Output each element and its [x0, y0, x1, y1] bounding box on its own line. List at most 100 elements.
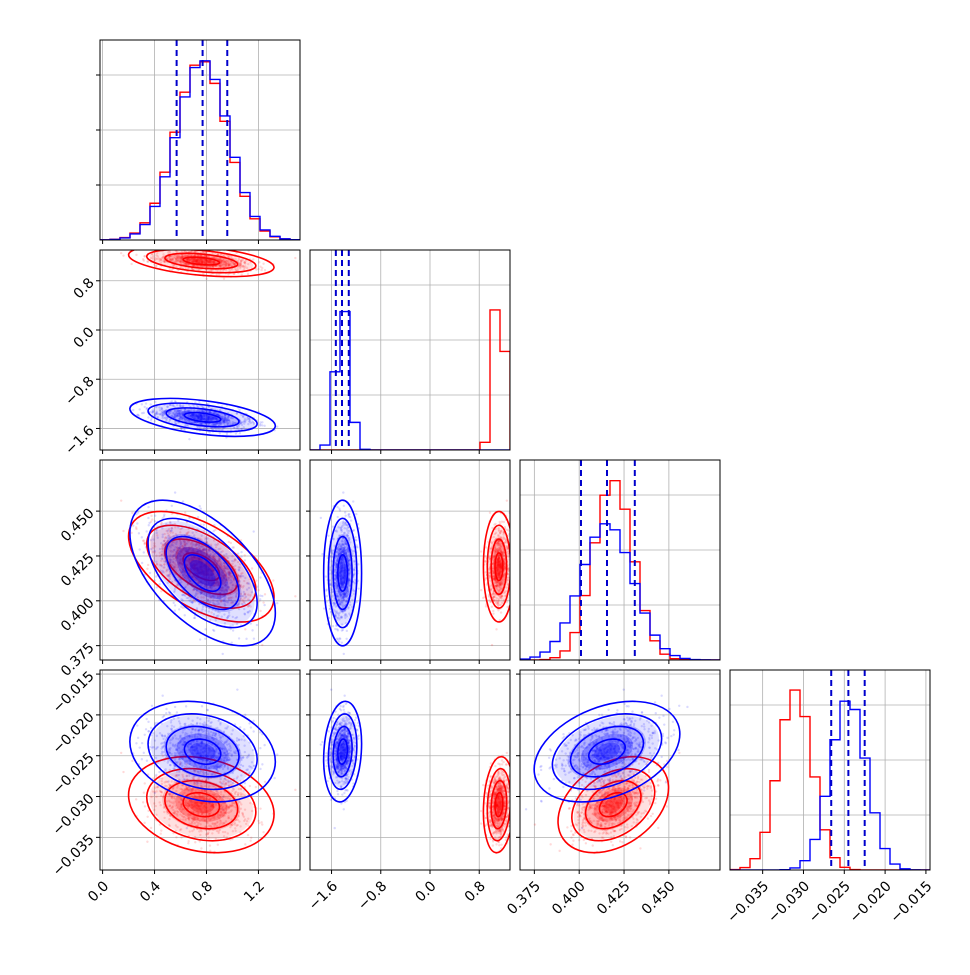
scatter-point [348, 513, 350, 515]
scatter-point [325, 575, 327, 577]
panel-content [100, 40, 300, 240]
scatter-point [180, 606, 182, 608]
histogram-blue [310, 312, 510, 450]
scatter-point [154, 401, 156, 403]
panel-frame [100, 40, 300, 240]
scatter-point [147, 260, 149, 262]
scatter-point [353, 529, 355, 531]
scatter-point [238, 408, 240, 410]
scatter-point [154, 520, 156, 522]
scatter-point [202, 245, 204, 247]
scatter-point [122, 530, 124, 532]
scatter-point [485, 546, 487, 548]
scatter-point [184, 614, 186, 616]
scatter-point [320, 517, 322, 519]
scatter-point [155, 265, 157, 267]
scatter-point [219, 432, 221, 434]
scatter-point [480, 589, 482, 591]
scatter-point [339, 509, 341, 511]
scatter-point [148, 524, 150, 526]
scatter-point [130, 532, 132, 534]
scatter-point [511, 555, 513, 557]
scatter-point [259, 266, 261, 268]
scatter-point [484, 571, 486, 573]
scatter-point [354, 536, 356, 538]
scatter-point [143, 542, 145, 544]
scatter-point [145, 530, 147, 532]
scatter-point [141, 412, 143, 414]
y-tick-label: 0.425 [58, 550, 98, 590]
scatter-point [184, 512, 186, 514]
scatter-point [339, 638, 341, 640]
scatter-point [327, 535, 329, 537]
scatter-point [237, 552, 239, 554]
scatter-point [205, 278, 207, 280]
scatter-point [488, 598, 490, 600]
scatter-point [511, 537, 513, 539]
scatter-point [500, 611, 502, 613]
scatter-point [247, 273, 249, 275]
scatter-point [230, 542, 232, 544]
scatter-point [212, 629, 214, 631]
scatter-point [150, 419, 152, 421]
scatter-point [262, 263, 264, 265]
scatter-point [138, 548, 140, 550]
scatter-point [120, 252, 122, 254]
scatter-point [148, 522, 150, 524]
scatter-point [259, 576, 261, 578]
scatter-point [341, 629, 343, 631]
scatter-point [256, 624, 258, 626]
scatter-point [160, 590, 162, 592]
y-tick-label: 0.375 [58, 640, 98, 680]
scatter-point [174, 610, 176, 612]
density-fill [339, 560, 346, 586]
scatter-point [261, 644, 263, 646]
scatter-point [498, 521, 500, 523]
scatter-point [251, 567, 253, 569]
scatter-point [143, 539, 145, 541]
scatter-point [135, 528, 137, 530]
scatter-point [294, 595, 296, 597]
scatter-point [261, 421, 263, 423]
scatter-point [513, 564, 515, 566]
scatter-point [149, 572, 151, 574]
scatter-point [510, 538, 512, 540]
panel-content [320, 491, 516, 664]
scatter-point [147, 416, 149, 418]
scatter-point [143, 255, 145, 257]
scatter-point [491, 606, 493, 608]
scatter-point [258, 261, 260, 263]
scatter-point [150, 515, 152, 517]
histogram-blue [100, 61, 300, 240]
scatter-point [151, 518, 153, 520]
scatter-point [163, 514, 165, 516]
scatter-point [251, 629, 253, 631]
scatter-point [188, 438, 190, 440]
density-red [127, 241, 275, 282]
scatter-point [494, 523, 496, 525]
scatter-point [144, 247, 146, 249]
scatter-point [259, 424, 261, 426]
scatter-point [147, 517, 149, 519]
y-tick-label: −0.8 [62, 374, 97, 409]
scatter-point [144, 406, 146, 408]
scatter-point [203, 524, 205, 526]
scatter-point [147, 246, 149, 248]
scatter-point [276, 425, 278, 427]
scatter-point [223, 278, 225, 280]
scatter-point [492, 613, 494, 615]
scatter-point [244, 554, 246, 556]
scatter-point [179, 247, 181, 249]
scatter-point [200, 507, 202, 509]
scatter-point [261, 424, 263, 426]
scatter-point [337, 629, 339, 631]
scatter-point [497, 609, 499, 611]
scatter-point [135, 254, 137, 256]
scatter-point [235, 432, 237, 434]
y-tick-label: 0.450 [58, 505, 98, 545]
scatter-point [325, 589, 327, 591]
scatter-point [263, 604, 265, 606]
